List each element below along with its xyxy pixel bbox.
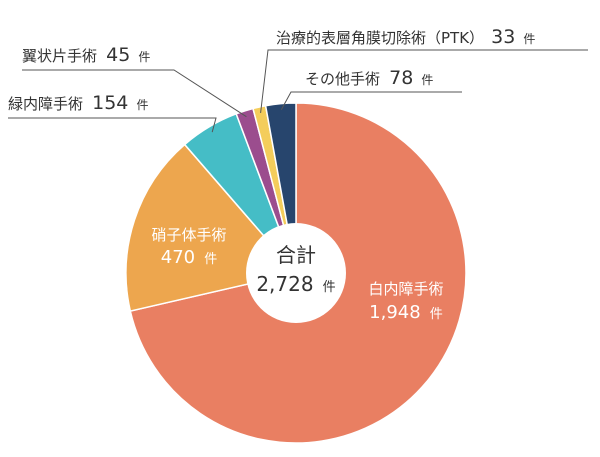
leader-line-5 xyxy=(280,91,462,110)
slice-unit-other: 件 xyxy=(421,73,433,87)
total-title: 合計 xyxy=(276,243,316,267)
leader-line-4 xyxy=(260,49,588,113)
slice-unit-glaucoma: 件 xyxy=(136,98,148,112)
leader-line-3 xyxy=(22,69,247,118)
slice-number-cataract: 1,948 xyxy=(369,302,421,323)
slice-number-ptk: 33 xyxy=(491,26,515,48)
slice-label-ptk: 治療的表層角膜切除術（PTK） 33 件 xyxy=(276,26,535,48)
total-number: 2,728 xyxy=(256,272,313,296)
slice-text-other: その他手術 78 件 xyxy=(305,67,433,89)
slice-number-glaucoma: 154 xyxy=(92,92,128,114)
slice-label-vitreous: 硝子体手術 470 件 xyxy=(151,226,226,268)
slice-value-vitreous: 470 件 xyxy=(161,247,217,268)
slice-name-other: その他手術 xyxy=(305,70,380,88)
slice-unit-vitreous: 件 xyxy=(204,252,217,267)
slice-unit-ptk: 件 xyxy=(523,32,535,46)
total-label: 合計 2,728 件 xyxy=(256,243,335,296)
slice-text-ptk: 治療的表層角膜切除術（PTK） 33 件 xyxy=(276,26,535,48)
slice-label-pterygium: 翼状片手術 45 件 xyxy=(22,44,150,66)
slice-unit-cataract: 件 xyxy=(430,307,443,322)
slice-label-glaucoma: 緑内障手術 154 件 xyxy=(8,92,148,114)
slice-number-pterygium: 45 xyxy=(106,44,130,66)
slice-label-cataract: 白内障手術 1,948 件 xyxy=(368,280,443,323)
leader-line-2 xyxy=(8,117,217,133)
slice-name-ptk: 治療的表層角膜切除術（PTK） xyxy=(276,29,484,47)
slice-name-glaucoma: 緑内障手術 xyxy=(8,95,83,113)
slice-number-vitreous: 470 xyxy=(161,247,195,268)
slice-value-cataract: 1,948 件 xyxy=(369,302,443,323)
slice-name-vitreous: 硝子体手術 xyxy=(151,226,226,244)
slice-name-pterygium: 翼状片手術 xyxy=(22,47,97,65)
center-hole xyxy=(246,223,346,323)
slice-number-other: 78 xyxy=(389,67,413,89)
total-value: 2,728 件 xyxy=(256,272,335,296)
slice-unit-pterygium: 件 xyxy=(138,50,150,64)
total-unit: 件 xyxy=(323,280,336,295)
slice-text-glaucoma: 緑内障手術 154 件 xyxy=(8,92,148,114)
slice-text-pterygium: 翼状片手術 45 件 xyxy=(22,44,150,66)
slice-name-cataract: 白内障手術 xyxy=(368,280,443,298)
slice-label-other: その他手術 78 件 xyxy=(305,67,433,89)
leader-lines xyxy=(8,49,588,133)
